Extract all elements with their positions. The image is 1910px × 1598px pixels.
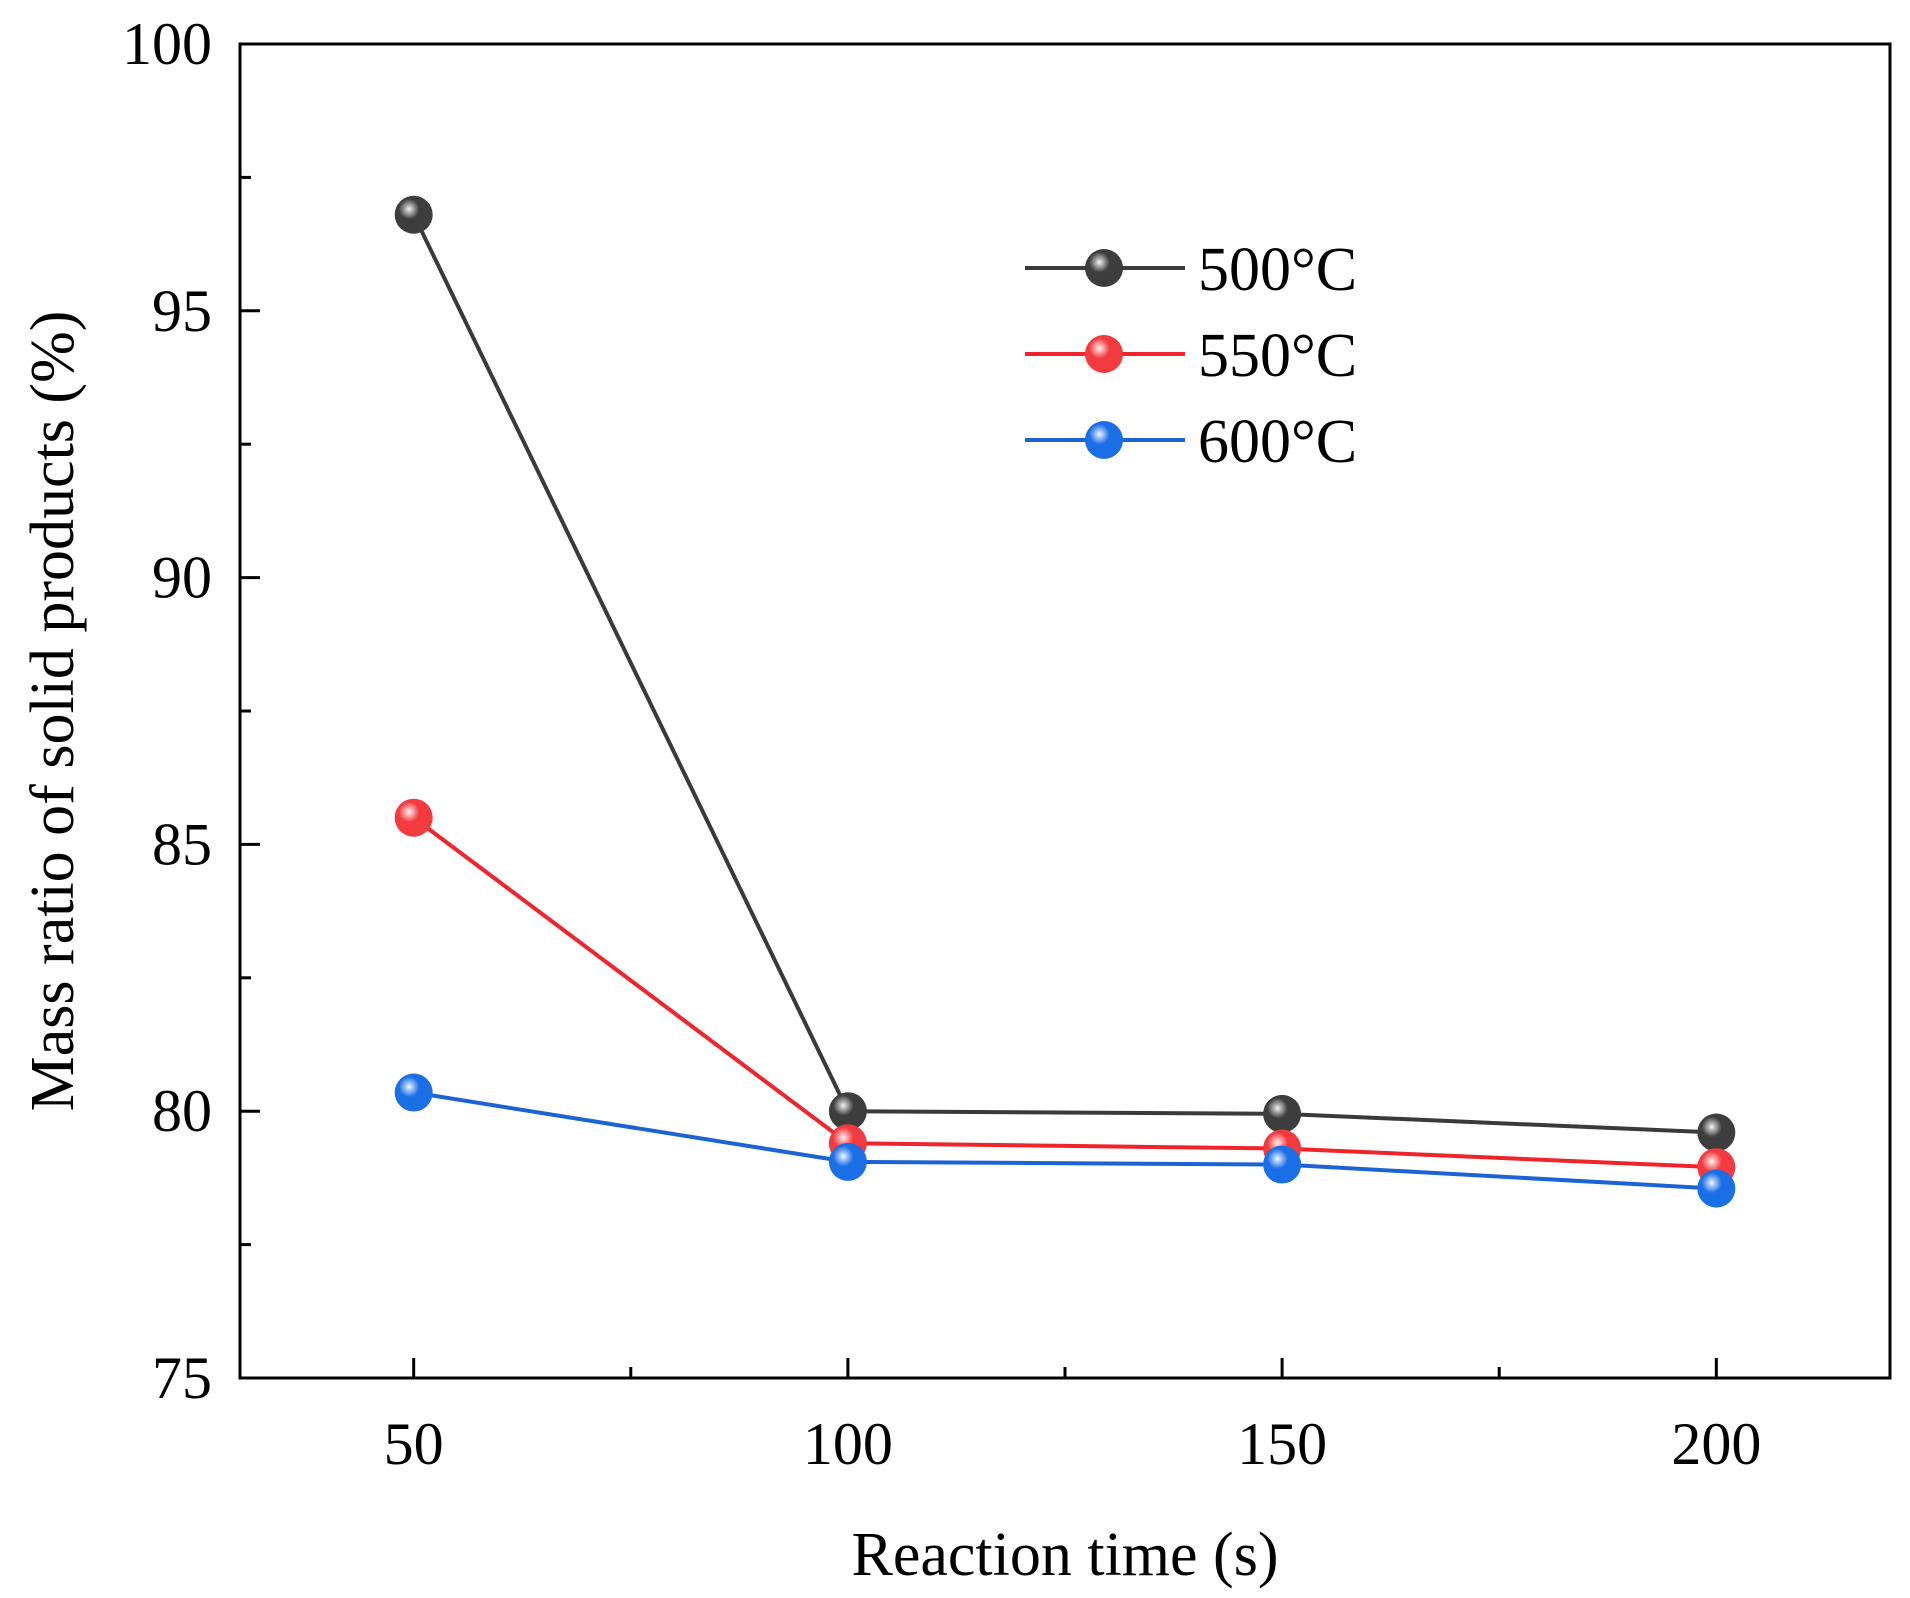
y-tick-label: 90 — [152, 545, 212, 611]
data-point — [1697, 1113, 1736, 1152]
series-500°C — [394, 195, 1736, 1152]
data-point — [828, 1092, 867, 1131]
legend-item: 550°C — [1025, 322, 1357, 390]
y-tick-label: 85 — [152, 811, 212, 877]
y-tick-label: 100 — [122, 11, 212, 77]
legend-item: 500°C — [1025, 236, 1357, 304]
legend-marker — [1085, 249, 1123, 287]
x-tick-label: 200 — [1671, 1411, 1761, 1477]
data-point — [394, 195, 433, 234]
x-axis-title: Reaction time (s) — [852, 1521, 1279, 1589]
plot-frame — [238, 42, 1892, 1380]
legend-item: 600°C — [1025, 408, 1357, 476]
x-tick-label: 100 — [803, 1411, 893, 1477]
series-600°C — [394, 1073, 1736, 1208]
legend: 500°C 550°C 600°C — [1025, 236, 1357, 476]
y-axis-title: Mass ratio of solid products (%) — [19, 311, 87, 1112]
data-point — [394, 798, 433, 837]
series-line — [413, 1090, 1717, 1191]
y-tick-label: 75 — [152, 1345, 212, 1411]
y-tick-label: 95 — [152, 278, 212, 344]
series-line — [411, 213, 1717, 1135]
legend-label: 500°C — [1198, 236, 1357, 304]
legend-marker — [1085, 335, 1123, 373]
series-line — [412, 816, 1717, 1170]
data-point — [1697, 1169, 1736, 1208]
legend-marker — [1085, 421, 1123, 459]
x-tick-label: 150 — [1237, 1411, 1327, 1477]
data-point — [394, 1073, 433, 1112]
data-point — [1263, 1145, 1302, 1184]
legend-label: 600°C — [1198, 408, 1357, 476]
y-tick-label: 80 — [152, 1078, 212, 1144]
data-point — [1263, 1094, 1302, 1133]
legend-label: 550°C — [1198, 322, 1357, 390]
data-point — [828, 1142, 867, 1181]
series-550°C — [394, 798, 1736, 1187]
x-tick-label: 50 — [384, 1411, 444, 1477]
